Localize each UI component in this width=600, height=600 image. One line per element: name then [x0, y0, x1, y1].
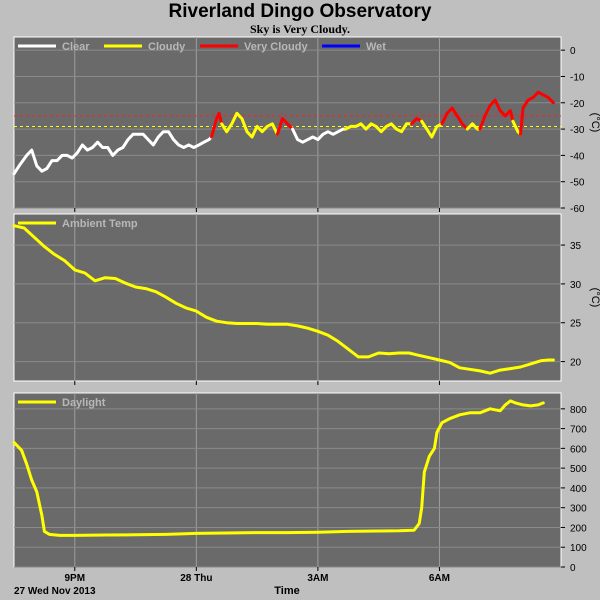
chart-panel-daylight: 800 700 600 500 400 300 200 100 0 Daylight — [12, 392, 587, 574]
y-tick-label: 20 — [570, 358, 582, 369]
y-tick-label: 300 — [570, 504, 587, 515]
series-line-very-cloudy — [410, 117, 424, 126]
legend-label: Daylight — [62, 397, 106, 409]
series-line-clear — [291, 127, 348, 144]
y-tick-label: 700 — [570, 425, 587, 436]
y-tick-label: 35 — [570, 241, 582, 252]
page-title: Riverland Dingo Observatory — [168, 1, 432, 22]
y-tick-label: -30 — [570, 125, 585, 136]
y-tick-label: -20 — [570, 99, 585, 110]
y-tick-label: -10 — [570, 72, 585, 83]
legend-label: Very Cloudy — [244, 41, 308, 53]
series-line-very-cloudy — [478, 98, 515, 131]
series-line-clear — [12, 130, 213, 176]
y-tick-label: 100 — [570, 543, 587, 554]
y-tick-label: 400 — [570, 484, 587, 495]
legend-label: Ambient Temp — [62, 218, 138, 230]
chart-panel-sky: 0 -10 -20 -30 -40 -50 -60 (°C) Clear Cloudy Very C… — [12, 36, 600, 215]
y-tick-label: 0 — [570, 563, 576, 574]
series-line-very-cloudy — [519, 90, 555, 136]
legend-label: Clear — [62, 41, 90, 53]
y-tick-label: 0 — [570, 46, 576, 57]
series-line-very-cloudy — [275, 117, 295, 136]
y-tick-label: -50 — [570, 178, 585, 189]
x-start-date-label: 27 Wed Nov 2013 — [14, 586, 96, 597]
series-line-ambient-temp — [12, 224, 555, 375]
series-line-cloudy — [420, 119, 444, 139]
y-tick-label: 200 — [570, 523, 587, 534]
series-line-daylight — [12, 399, 545, 537]
y-tick-label: 30 — [570, 280, 582, 291]
x-tick-label: 6AM — [429, 573, 450, 584]
chart-panel-ambient: 35 30 25 20 (°C) Ambient Temp — [12, 213, 600, 385]
sky-status-subtitle: Sky is Very Cloudy. — [249, 22, 351, 36]
y-tick-label: 500 — [570, 464, 587, 475]
x-tick-label: 3AM — [307, 573, 328, 584]
x-tick-label: 28 Thu — [180, 573, 212, 584]
y-tick-label: 600 — [570, 444, 587, 455]
series-line-very-cloudy — [440, 106, 469, 131]
legend-label: Wet — [366, 41, 386, 53]
plot-area — [13, 392, 562, 568]
series-line-cloudy — [220, 111, 279, 139]
plot-area — [13, 213, 562, 382]
series-line-cloudy — [344, 122, 414, 134]
y-tick-label: -60 — [570, 204, 585, 215]
y-tick-label: 800 — [570, 405, 587, 416]
y-tick-label: -40 — [570, 151, 585, 162]
legend-label: Cloudy — [148, 41, 186, 53]
series-line-very-cloudy — [210, 111, 224, 139]
x-tick-label: 9PM — [64, 573, 85, 584]
y-axis-label: (°C) — [589, 288, 600, 308]
y-axis-label: (°C) — [589, 113, 600, 133]
y-tick-label: 25 — [570, 319, 582, 330]
x-axis-label: Time — [274, 585, 299, 597]
